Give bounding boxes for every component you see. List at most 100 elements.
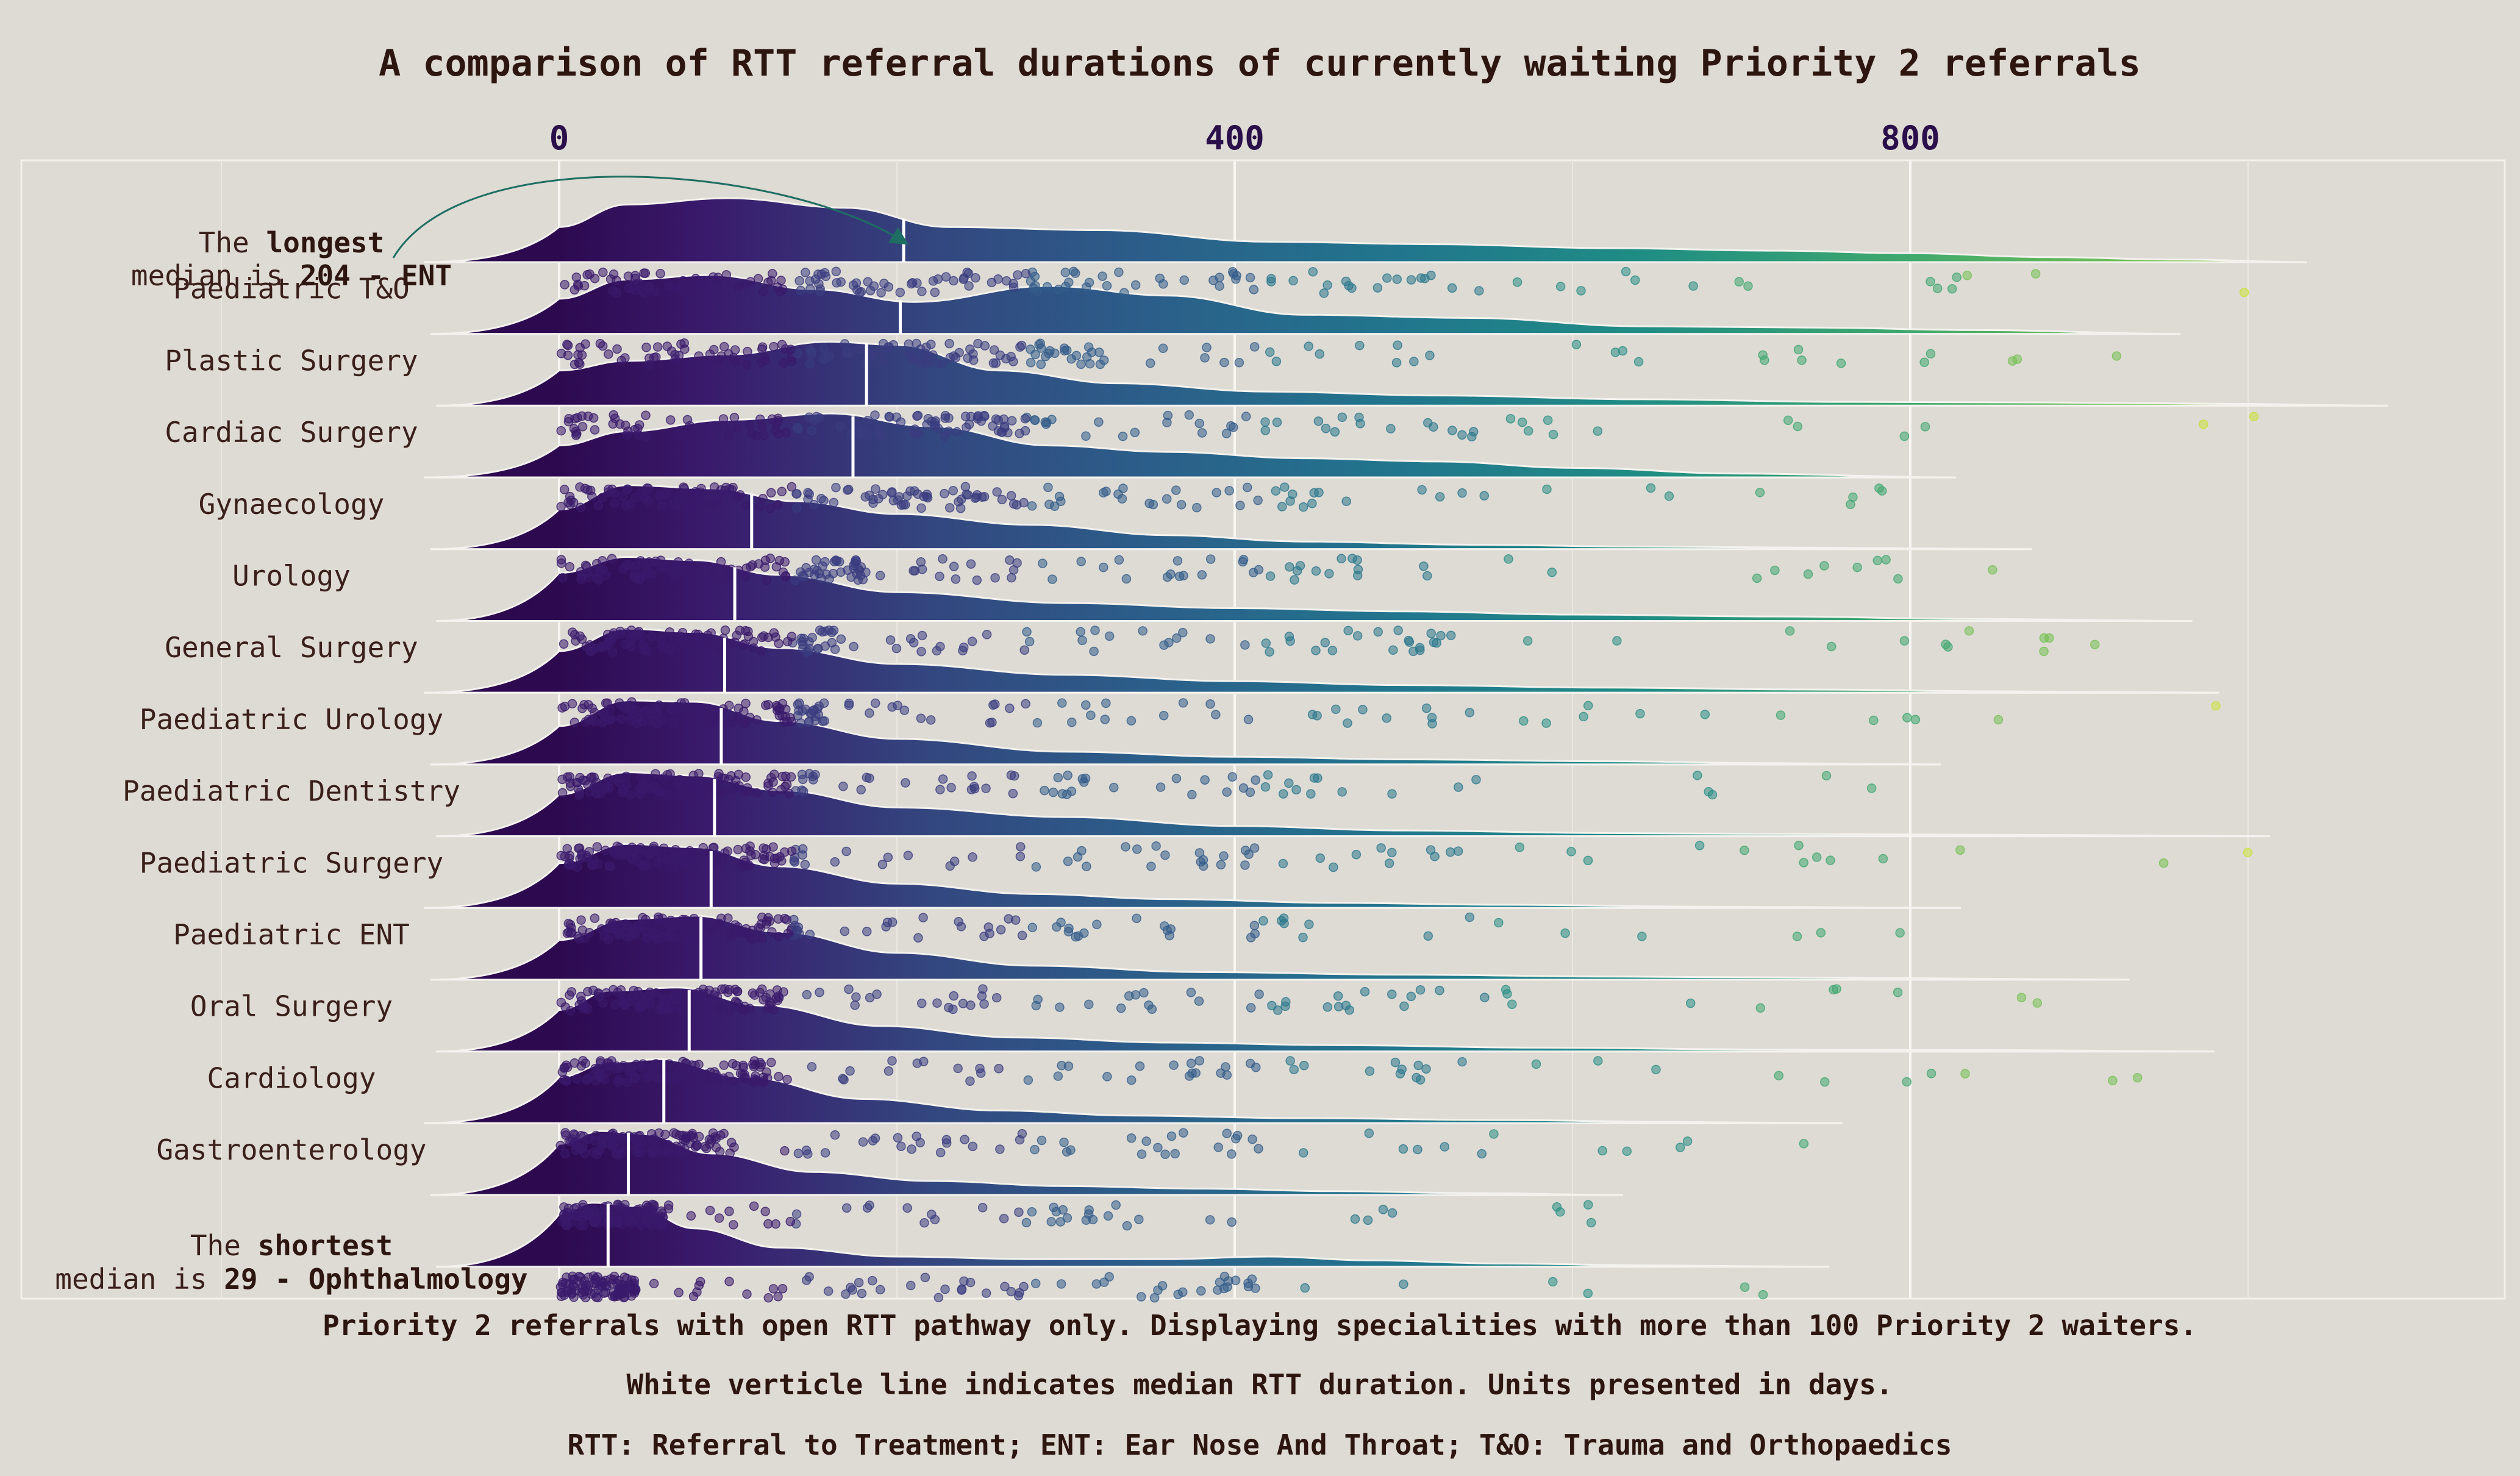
data-point bbox=[820, 626, 830, 636]
data-point bbox=[935, 785, 945, 794]
data-point bbox=[1166, 1131, 1177, 1141]
data-point bbox=[940, 1284, 950, 1294]
data-point bbox=[1330, 427, 1340, 437]
data-point bbox=[635, 575, 644, 585]
data-point bbox=[1254, 1144, 1263, 1153]
data-point bbox=[1329, 862, 1338, 872]
data-point bbox=[646, 849, 656, 859]
data-point bbox=[973, 338, 983, 349]
data-point bbox=[1026, 357, 1036, 368]
data-point bbox=[569, 1292, 579, 1302]
data-point bbox=[820, 1148, 830, 1158]
data-point bbox=[807, 426, 817, 435]
data-point bbox=[865, 708, 874, 718]
data-point bbox=[1630, 275, 1640, 285]
data-point bbox=[1324, 569, 1334, 579]
data-point bbox=[758, 1077, 768, 1087]
data-point bbox=[583, 568, 593, 578]
data-point bbox=[1079, 928, 1089, 938]
data-point bbox=[680, 287, 690, 296]
data-point bbox=[556, 555, 566, 565]
data-point bbox=[604, 861, 614, 871]
data-point bbox=[823, 1286, 833, 1296]
data-point bbox=[728, 1058, 738, 1069]
data-point bbox=[1187, 790, 1197, 800]
data-point bbox=[1265, 571, 1276, 581]
data-point bbox=[1298, 1148, 1308, 1158]
data-point bbox=[732, 423, 742, 433]
data-point bbox=[615, 1202, 624, 1212]
density-cloud bbox=[430, 914, 2130, 981]
data-point bbox=[560, 280, 569, 290]
data-point bbox=[1118, 431, 1128, 441]
data-point bbox=[694, 351, 704, 361]
data-point bbox=[757, 632, 767, 643]
data-point bbox=[1700, 710, 1710, 719]
data-point bbox=[1524, 426, 1533, 436]
data-point bbox=[860, 492, 871, 502]
data-point bbox=[2211, 701, 2221, 711]
data-point bbox=[742, 783, 752, 793]
data-point bbox=[920, 1272, 930, 1283]
data-point bbox=[582, 270, 592, 280]
data-point bbox=[623, 921, 632, 931]
data-point bbox=[591, 1210, 601, 1220]
category-label: Paediatric ENT bbox=[173, 918, 410, 951]
data-point bbox=[887, 1056, 897, 1066]
data-point bbox=[1215, 281, 1224, 291]
data-point bbox=[793, 1149, 804, 1158]
data-point bbox=[1249, 285, 1259, 294]
data-point bbox=[556, 850, 566, 861]
data-point bbox=[1114, 555, 1124, 565]
data-point bbox=[632, 1205, 643, 1214]
data-point bbox=[768, 1284, 779, 1294]
data-point bbox=[813, 644, 823, 654]
data-point bbox=[1076, 627, 1085, 636]
data-point bbox=[796, 285, 805, 296]
data-point bbox=[863, 416, 873, 426]
data-point bbox=[893, 701, 902, 710]
longest-annotation-value: 204 - ENT bbox=[300, 259, 452, 292]
data-point bbox=[773, 282, 783, 292]
data-point bbox=[1398, 1144, 1408, 1154]
data-point bbox=[1205, 634, 1215, 644]
data-point bbox=[774, 1072, 783, 1082]
data-point bbox=[751, 1071, 760, 1081]
data-point bbox=[965, 344, 975, 354]
data-point bbox=[1066, 786, 1077, 796]
data-point bbox=[752, 788, 762, 798]
data-point bbox=[1007, 572, 1016, 583]
data-point bbox=[952, 427, 962, 437]
data-point bbox=[759, 430, 769, 441]
data-point bbox=[724, 1071, 734, 1082]
data-point bbox=[1322, 1002, 1333, 1012]
data-point bbox=[948, 1004, 958, 1014]
category-label: Oral Surgery bbox=[190, 990, 393, 1023]
data-point bbox=[719, 341, 729, 352]
data-point bbox=[609, 410, 618, 420]
data-point bbox=[1902, 1077, 1911, 1087]
data-point bbox=[1447, 426, 1457, 435]
data-point bbox=[845, 1066, 855, 1076]
data-point bbox=[1816, 928, 1826, 938]
data-point bbox=[1952, 272, 1961, 282]
data-point bbox=[1240, 860, 1250, 870]
data-point bbox=[888, 340, 898, 350]
data-point bbox=[778, 567, 788, 577]
data-point bbox=[926, 715, 936, 725]
data-point bbox=[1101, 487, 1111, 496]
data-point bbox=[915, 1138, 925, 1147]
data-point bbox=[576, 1272, 586, 1282]
data-point bbox=[1048, 787, 1058, 797]
jitter-points bbox=[555, 266, 2259, 1303]
data-point bbox=[691, 274, 701, 283]
data-point bbox=[577, 634, 587, 644]
data-point bbox=[877, 860, 888, 869]
data-point bbox=[604, 1058, 614, 1068]
data-point bbox=[1304, 919, 1314, 929]
data-point bbox=[1040, 785, 1049, 796]
shortest-annotation-value: 29 - Ophthalmology bbox=[224, 1263, 528, 1296]
data-point bbox=[604, 349, 613, 359]
data-point bbox=[1238, 555, 1249, 565]
data-point bbox=[949, 991, 958, 1001]
